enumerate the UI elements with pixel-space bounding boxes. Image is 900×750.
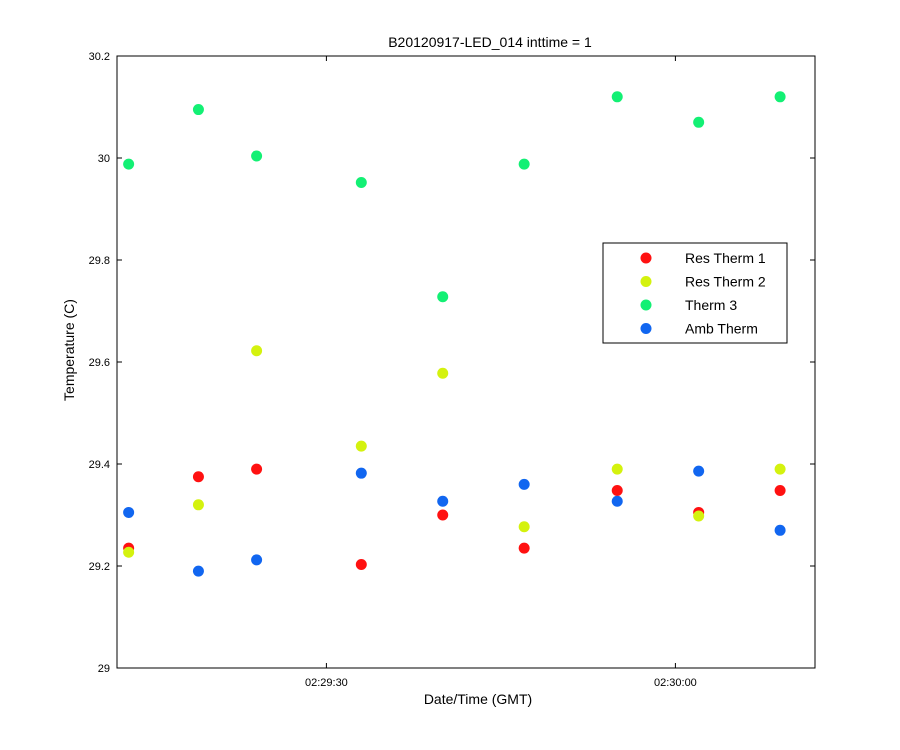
legend-box	[602, 242, 788, 344]
data-point	[251, 554, 263, 566]
data-point	[611, 495, 623, 507]
y-tick-label: 29.4	[89, 459, 110, 471]
data-point	[123, 506, 135, 518]
legend-label: Res Therm 2	[685, 274, 766, 290]
data-point	[693, 116, 705, 128]
data-point	[251, 463, 263, 475]
data-point	[611, 463, 623, 475]
data-point	[774, 524, 786, 536]
data-point	[355, 440, 367, 452]
data-point	[437, 495, 449, 507]
y-tick-label: 29.2	[89, 561, 110, 573]
x-axis-title: Date/Time (GMT)	[424, 691, 532, 707]
chart-title: B20120917-LED_014 inttime = 1	[388, 34, 592, 50]
legend-label: Res Therm 1	[685, 250, 766, 266]
x-axis: 02:29:30 02:30:00	[305, 56, 697, 689]
data-point	[693, 465, 705, 477]
data-point	[192, 565, 204, 577]
data-point	[437, 509, 449, 521]
legend: Res Therm 1 Res Therm 2 Therm 3 Amb Therm	[602, 242, 788, 344]
data-points	[123, 91, 786, 577]
data-point	[192, 499, 204, 511]
legend-marker	[640, 323, 652, 334]
series-therm-3	[123, 91, 786, 303]
data-point	[693, 510, 705, 522]
data-point	[518, 158, 530, 170]
y-tick-label: 30.2	[89, 51, 110, 63]
data-point	[774, 485, 786, 497]
data-point	[251, 345, 263, 357]
data-point	[611, 91, 623, 103]
data-point	[437, 367, 449, 379]
x-tick-label: 02:30:00	[654, 677, 697, 689]
data-point	[518, 542, 530, 554]
data-point	[611, 485, 623, 497]
legend-label: Amb Therm	[685, 321, 758, 337]
data-point	[774, 463, 786, 475]
legend-marker	[640, 252, 652, 264]
legend-label: Therm 3	[685, 297, 737, 313]
y-axis: 29 29.2 29.4 29.6 29.8 30 30.2	[89, 51, 815, 675]
y-axis-title: Temperature (C)	[61, 299, 77, 401]
data-point	[774, 91, 786, 103]
data-point	[518, 478, 530, 490]
series-amb-therm	[123, 465, 786, 577]
x-tick-label: 02:29:30	[305, 677, 348, 689]
series-res-therm-1	[123, 463, 786, 570]
data-point	[355, 558, 367, 570]
data-point	[192, 104, 204, 116]
data-point	[192, 471, 204, 483]
legend-marker	[640, 276, 652, 287]
y-tick-label: 29.8	[89, 255, 110, 267]
data-point	[355, 176, 367, 188]
data-point	[518, 521, 530, 533]
data-point	[123, 158, 135, 170]
data-point	[355, 467, 367, 479]
data-point	[437, 291, 449, 303]
legend-marker	[640, 299, 652, 311]
series-res-therm-2	[123, 345, 786, 558]
data-point	[251, 150, 263, 162]
data-point	[123, 546, 135, 558]
y-tick-label: 30	[98, 153, 110, 165]
y-tick-label: 29	[98, 663, 110, 675]
plot-area	[116, 55, 816, 669]
y-tick-label: 29.6	[89, 357, 110, 369]
